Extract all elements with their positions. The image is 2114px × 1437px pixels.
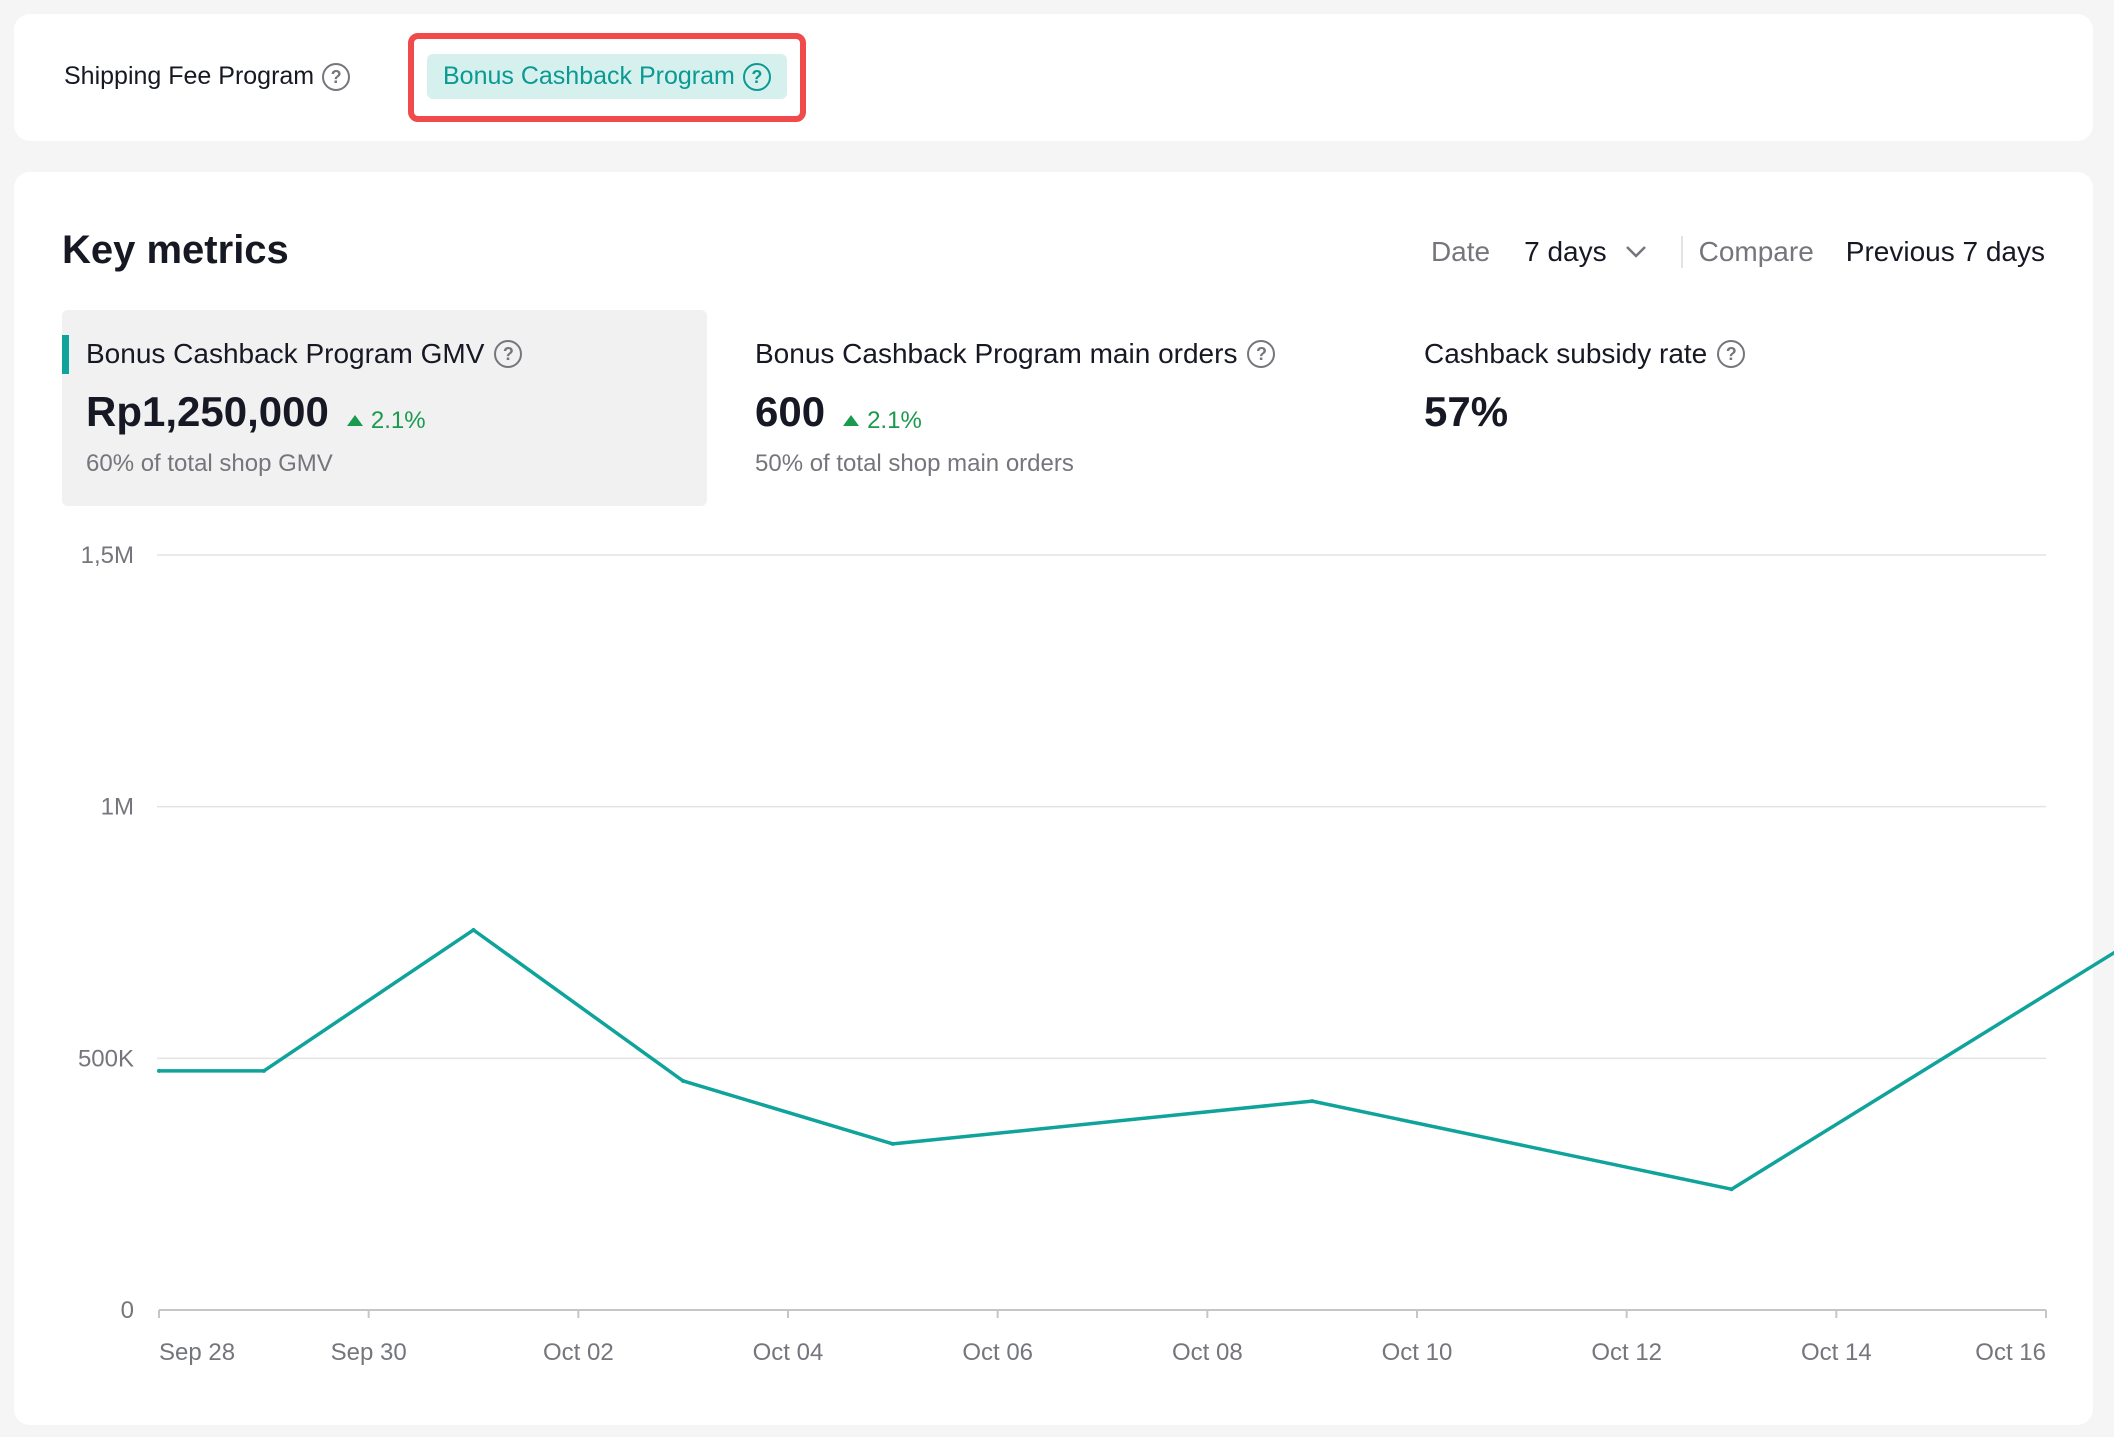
metric-title: Bonus Cashback Program main orders (755, 338, 1238, 369)
x-tick-label: Oct 02 (543, 1339, 614, 1366)
metric-delta: 2.1% (843, 407, 922, 435)
program-tabs-card (14, 14, 2093, 141)
metric-value: 600 (755, 388, 826, 435)
compare-label: Compare (1698, 236, 1814, 267)
tab-label: Bonus Cashback Program (443, 62, 735, 90)
tab-shipping-fee-program[interactable]: Shipping Fee Program ? (64, 62, 351, 91)
x-tick-label: Oct 04 (753, 1339, 824, 1366)
x-tick-label: Oct 14 (1801, 1339, 1872, 1366)
chevron-down-icon (1625, 246, 1646, 258)
x-tick-label: Oct 16 (1975, 1339, 2046, 1366)
metric-value-row: 600 2.1% (755, 388, 922, 436)
date-filter-bar: Date 7 days Compare Previous 7 days (1431, 236, 2045, 268)
metric-card-main-orders[interactable]: Bonus Cashback Program main orders ? 600… (731, 310, 1331, 506)
data-point (890, 1141, 895, 1146)
metric-value: 57% (1424, 388, 1509, 435)
question-circle-icon[interactable]: ? (322, 62, 351, 91)
metric-subtext: 60% of total shop GMV (86, 450, 333, 477)
filter-divider (1680, 236, 1683, 268)
tab-bonus-cashback-program[interactable]: Bonus Cashback Program ? (427, 54, 787, 99)
x-tick-label: Oct 10 (1382, 1339, 1453, 1366)
data-point (1310, 1099, 1315, 1104)
metric-subtext: 50% of total shop main orders (755, 450, 1074, 477)
triangle-up-icon (843, 415, 860, 426)
date-label: Date (1430, 236, 1491, 267)
y-tick-label: 0 (121, 1297, 134, 1324)
metric-delta: 2.1% (346, 406, 426, 435)
triangle-up-icon (346, 415, 363, 426)
y-tick-label: 1,5M (81, 542, 134, 569)
question-circle-icon[interactable]: ? (1247, 340, 1276, 368)
question-circle-icon[interactable]: ? (494, 340, 523, 368)
x-tick-label: Oct 06 (962, 1339, 1033, 1366)
metric-title-row: Bonus Cashback Program main orders ? (755, 338, 1276, 370)
data-point (681, 1078, 686, 1083)
metric-title-row: Bonus Cashback Program GMV ? (86, 338, 523, 370)
x-tick-label: Oct 08 (1172, 1339, 1243, 1366)
question-circle-icon[interactable]: ? (742, 62, 771, 91)
data-point (1729, 1187, 1734, 1192)
metric-value: Rp1,250,000 (86, 388, 329, 435)
metric-value-row: Rp1,250,000 2.1% (86, 388, 426, 436)
metric-card-gmv[interactable]: Bonus Cashback Program GMV ? Rp1,250,000… (62, 310, 707, 506)
tab-label: Shipping Fee Program (64, 62, 315, 90)
page-title: Key metrics (62, 228, 289, 272)
x-tick-label: Sep 30 (331, 1339, 407, 1366)
metric-delta-value: 2.1% (370, 406, 426, 434)
x-tick-label: Oct 12 (1591, 1339, 1662, 1366)
date-range-select[interactable]: 7 days (1524, 236, 1647, 268)
question-circle-icon[interactable]: ? (1717, 340, 1746, 368)
data-point (471, 927, 476, 932)
y-tick-label: 1M (101, 794, 134, 821)
series-line (159, 928, 2114, 1191)
x-tick-label: Sep 28 (159, 1339, 235, 1366)
metric-delta-value: 2.1% (867, 406, 922, 434)
y-tick-label: 500K (78, 1045, 134, 1072)
metric-title: Cashback subsidy rate (1424, 338, 1708, 369)
metric-card-subsidy-rate[interactable]: Cashback subsidy rate ? 57% (1400, 310, 2000, 506)
metric-title: Bonus Cashback Program GMV (86, 338, 485, 369)
date-range-value: 7 days (1524, 236, 1607, 267)
compare-value[interactable]: Previous 7 days (1845, 236, 2045, 267)
metric-title-row: Cashback subsidy rate ? (1424, 338, 1746, 370)
data-point (261, 1068, 266, 1073)
data-point (157, 1068, 161, 1073)
metric-value-row: 57% (1424, 388, 1508, 436)
